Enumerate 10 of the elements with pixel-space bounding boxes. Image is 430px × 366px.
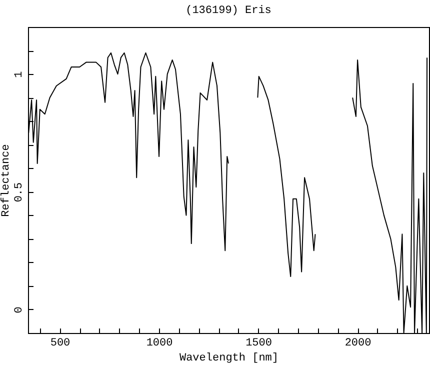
x-tick-label: 1500 [246,338,272,350]
x-tick-label: 500 [50,338,70,350]
y-axis-title: Reflectance [0,144,12,217]
x-axis-title: Wavelength [nm] [179,352,279,364]
x-tick-label: 1000 [146,338,173,350]
chart-title: (136199) Eris [186,5,272,17]
y-tick-label: 1 [14,70,26,78]
y-tick-label: 0.5 [14,182,26,202]
y-tick-label: 0 [14,306,26,314]
x-tick-label: 2000 [344,338,372,350]
